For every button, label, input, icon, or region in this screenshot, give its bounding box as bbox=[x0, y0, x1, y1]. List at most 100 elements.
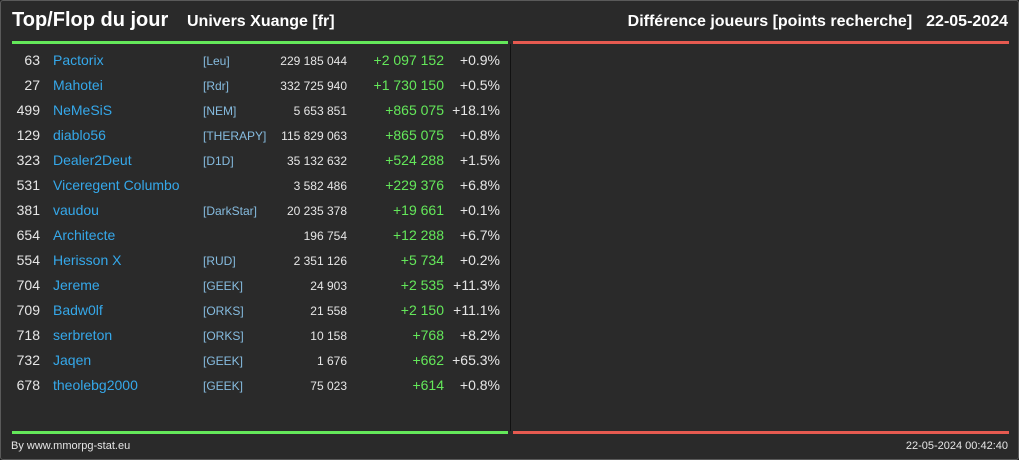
player-name-link[interactable]: NeMeSiS bbox=[53, 102, 113, 118]
column-divider bbox=[510, 44, 511, 431]
metric-label: Différence joueurs [points recherche] bbox=[627, 13, 913, 30]
percent-change: +11.1% bbox=[453, 302, 500, 318]
player-points: 229 185 044 bbox=[280, 54, 347, 68]
alliance-tag-link[interactable]: [NEM] bbox=[203, 104, 237, 118]
alliance-tag-link[interactable]: [DarkStar] bbox=[203, 204, 258, 218]
alliance-tag-link[interactable]: [Rdr] bbox=[203, 79, 230, 93]
universe-label: Univers Xuange [fr] bbox=[187, 13, 335, 30]
player-points: 5 653 851 bbox=[293, 104, 347, 118]
alliance-tag-link[interactable]: [GEEK] bbox=[203, 354, 244, 368]
player-name-link[interactable]: vaudou bbox=[53, 202, 99, 218]
player-rank: 531 bbox=[16, 177, 40, 193]
points-difference: +865 075 bbox=[385, 127, 444, 143]
page-title: Top/Flop du jour bbox=[12, 9, 169, 31]
player-name-link[interactable]: Pactorix bbox=[53, 52, 104, 68]
percent-change: +0.8% bbox=[459, 127, 500, 143]
table-row: 554 Herisson X [RUD] 2 351 126 +5 734 +0.2% bbox=[1, 249, 510, 274]
percent-change: +0.5% bbox=[459, 77, 500, 93]
table-row: 381 vaudou [DarkStar] 20 235 378 +19 661 +0.1… bbox=[1, 199, 510, 224]
player-rank: 63 bbox=[24, 52, 40, 68]
table-row: 704 Jereme [GEEK] 24 903 +2 535 +11.3% bbox=[1, 274, 510, 299]
player-name-link[interactable]: Viceregent Columbo bbox=[53, 177, 180, 193]
alliance-tag-link[interactable]: [THERAPY] bbox=[203, 129, 267, 143]
percent-change: +1.5% bbox=[459, 152, 500, 168]
table-row: 129 diablo56 [THERAPY] 115 829 063 +865 075 +… bbox=[1, 124, 510, 149]
alliance-tag-link[interactable]: [Leu] bbox=[203, 54, 230, 68]
percent-change: +11.3% bbox=[453, 277, 500, 293]
player-rank: 654 bbox=[16, 227, 40, 243]
player-points: 21 558 bbox=[310, 304, 347, 318]
alliance-tag-link[interactable]: [ORKS] bbox=[203, 329, 244, 343]
top-list: 63 Pactorix [Leu] 229 185 044 +2 097 152 +0.9… bbox=[1, 49, 510, 399]
player-points: 75 023 bbox=[310, 379, 347, 393]
points-difference: +865 075 bbox=[385, 102, 444, 118]
points-difference: +2 097 152 bbox=[373, 52, 444, 68]
player-name-link[interactable]: Jereme bbox=[53, 277, 100, 293]
bottom-divider-red bbox=[513, 431, 1009, 434]
player-name-link[interactable]: diablo56 bbox=[53, 127, 106, 143]
player-name-link[interactable]: Jaqen bbox=[53, 352, 92, 368]
table-row: 531 Viceregent Columbo 3 582 486 +229 376 +6… bbox=[1, 174, 510, 199]
table-row: 63 Pactorix [Leu] 229 185 044 +2 097 152 +0.9… bbox=[1, 49, 510, 74]
player-rank: 732 bbox=[16, 352, 40, 368]
points-difference: +229 376 bbox=[385, 177, 444, 193]
player-rank: 678 bbox=[16, 377, 40, 393]
table-row: 732 Jaqen [GEEK] 1 676 +662 +65.3% bbox=[1, 349, 510, 374]
points-difference: +768 bbox=[412, 327, 444, 343]
player-name-link[interactable]: Herisson X bbox=[53, 252, 122, 268]
alliance-tag-link[interactable]: [GEEK] bbox=[203, 279, 244, 293]
alliance-tag-link[interactable]: [D1D] bbox=[203, 154, 234, 168]
player-points: 1 676 bbox=[316, 354, 347, 368]
points-difference: +19 661 bbox=[393, 202, 444, 218]
table-row: 499 NeMeSiS [NEM] 5 653 851 +865 075 +18.1% bbox=[1, 99, 510, 124]
player-points: 3 582 486 bbox=[293, 179, 347, 193]
points-difference: +662 bbox=[412, 352, 444, 368]
top-divider-red bbox=[513, 41, 1009, 44]
player-name-link[interactable]: Architecte bbox=[53, 227, 116, 243]
player-rank: 381 bbox=[16, 202, 40, 218]
player-name-link[interactable]: Dealer2Deut bbox=[53, 152, 132, 168]
player-points: 24 903 bbox=[310, 279, 347, 293]
points-difference: +1 730 150 bbox=[373, 77, 444, 93]
table-row: 323 Dealer2Deut [D1D] 35 132 632 +524 288 +1.… bbox=[1, 149, 510, 174]
points-difference: +614 bbox=[412, 377, 444, 393]
percent-change: +0.1% bbox=[459, 202, 500, 218]
player-points: 115 829 063 bbox=[281, 129, 347, 143]
alliance-tag-link[interactable]: [GEEK] bbox=[203, 379, 244, 393]
player-name-link[interactable]: serbreton bbox=[53, 327, 113, 343]
bottom-divider-green bbox=[12, 431, 508, 434]
alliance-tag-link[interactable]: [ORKS] bbox=[203, 304, 244, 318]
percent-change: +6.7% bbox=[459, 227, 500, 243]
points-difference: +2 535 bbox=[400, 277, 444, 293]
footer-credit[interactable]: By www.mmorpg-stat.eu bbox=[11, 440, 131, 452]
date-label: 22-05-2024 bbox=[926, 13, 1008, 30]
player-points: 20 235 378 bbox=[286, 204, 347, 218]
player-points: 2 351 126 bbox=[293, 254, 347, 268]
percent-change: +0.8% bbox=[459, 377, 500, 393]
header-right: Différence joueurs [points recherche] 22-… bbox=[628, 13, 1008, 31]
player-name-link[interactable]: theolebg2000 bbox=[53, 377, 138, 393]
player-points: 332 725 940 bbox=[280, 79, 347, 93]
percent-change: +65.3% bbox=[452, 352, 500, 368]
player-rank: 323 bbox=[16, 152, 40, 168]
alliance-tag-link[interactable]: [RUD] bbox=[203, 254, 236, 268]
player-rank: 499 bbox=[16, 102, 40, 118]
table-row: 27 Mahotei [Rdr] 332 725 940 +1 730 150 +0.5% bbox=[1, 74, 510, 99]
percent-change: +0.2% bbox=[459, 252, 500, 268]
percent-change: +8.2% bbox=[459, 327, 500, 343]
player-rank: 129 bbox=[16, 127, 40, 143]
player-rank: 709 bbox=[16, 302, 40, 318]
points-difference: +12 288 bbox=[393, 227, 444, 243]
player-name-link[interactable]: Badw0lf bbox=[53, 302, 103, 318]
player-points: 10 158 bbox=[310, 329, 347, 343]
percent-change: +0.9% bbox=[459, 52, 500, 68]
player-rank: 554 bbox=[16, 252, 40, 268]
table-row: 654 Architecte 196 754 +12 288 +6.7% bbox=[1, 224, 510, 249]
points-difference: +2 150 bbox=[400, 302, 444, 318]
table-row: 718 serbreton [ORKS] 10 158 +768 +8.2% bbox=[1, 324, 510, 349]
table-row: 678 theolebg2000 [GEEK] 75 023 +614 +0.8% bbox=[1, 374, 510, 399]
top-divider-green bbox=[12, 41, 508, 44]
player-name-link[interactable]: Mahotei bbox=[53, 77, 103, 93]
player-rank: 27 bbox=[24, 77, 40, 93]
